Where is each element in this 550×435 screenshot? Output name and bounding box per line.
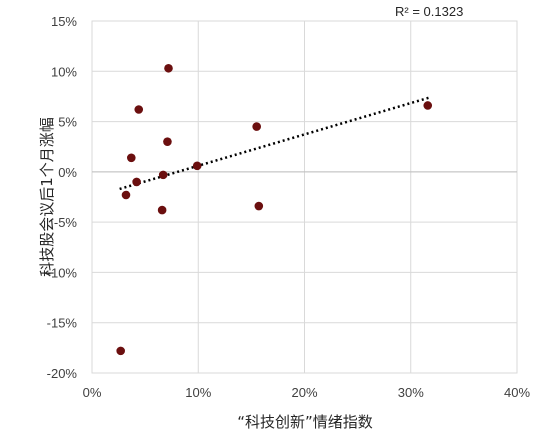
x-tick-label: 0%	[83, 385, 102, 400]
data-point	[163, 137, 172, 146]
gridlines	[91, 20, 518, 374]
y-tick-label: -10%	[47, 265, 78, 280]
data-point	[252, 122, 261, 131]
y-tick-label: 15%	[51, 14, 77, 29]
data-point	[158, 170, 168, 180]
x-tick-label: 10%	[185, 385, 211, 400]
data-point	[116, 346, 125, 356]
x-tick-label: 40%	[504, 385, 530, 400]
x-tick-label: 20%	[291, 385, 317, 400]
y-tick-label: -15%	[47, 316, 78, 331]
plot-area-border	[91, 20, 518, 374]
data-point	[127, 153, 136, 163]
y-tick-label: 10%	[51, 64, 77, 79]
data-point	[121, 190, 131, 200]
trendline	[119, 96, 431, 191]
data-point	[423, 101, 433, 110]
data-point	[192, 161, 202, 171]
y-tick-label: 5%	[58, 115, 77, 130]
y-axis-tick-labels: 15% 10% 5% 0% -5% -10% -15% -20%	[47, 14, 78, 381]
data-point	[164, 63, 173, 73]
data-point	[254, 201, 264, 211]
x-axis-title: “科技创新”情绪指数	[237, 413, 373, 431]
data-point	[157, 205, 167, 215]
x-tick-label: 30%	[398, 385, 424, 400]
r-squared-annotation: R² = 0.1323	[395, 4, 463, 19]
y-axis-title: 科技股会议后1个月涨幅	[38, 117, 56, 277]
y-tick-label: 0%	[58, 165, 77, 180]
data-point	[132, 177, 141, 187]
y-tick-label: -20%	[47, 366, 78, 381]
x-axis-tick-labels: 0% 10% 20% 30% 40%	[83, 385, 531, 400]
data-point	[134, 105, 144, 114]
data-points	[116, 63, 433, 356]
y-tick-label: -5%	[54, 215, 78, 230]
